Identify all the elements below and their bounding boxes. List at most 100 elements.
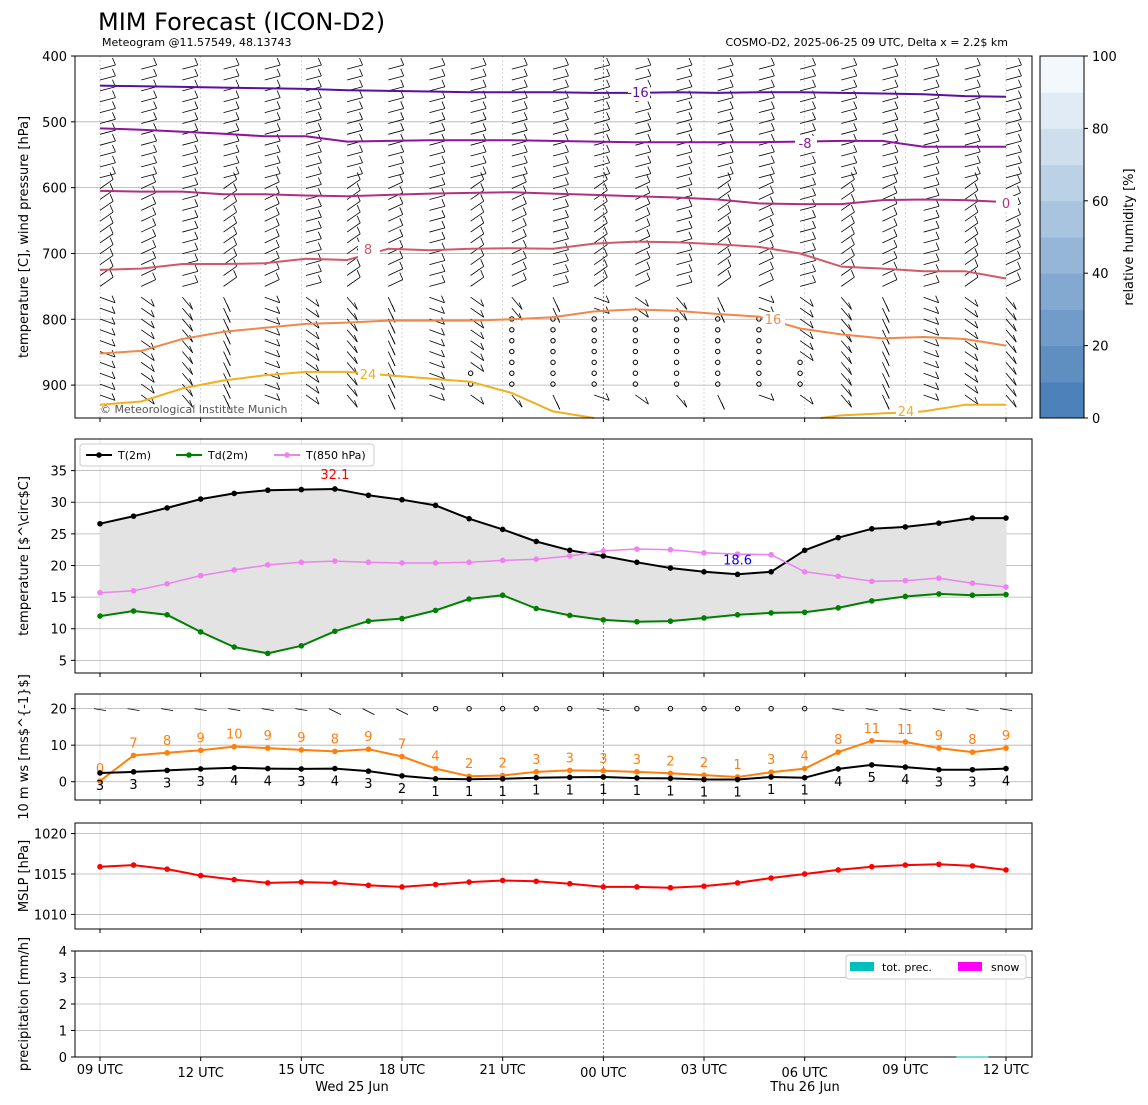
wind-barb-flag [894, 123, 899, 131]
wind-barb-flag [109, 194, 114, 202]
wind-barb-flag [315, 375, 320, 383]
wind-barb [388, 257, 403, 266]
wind-barb [429, 383, 445, 390]
wind-barb [758, 257, 774, 266]
wind-barb [141, 140, 157, 146]
copyright-note: © Meteorological Institute Munich [100, 403, 287, 416]
mean-wind-point [499, 776, 506, 782]
wind-barb-flag [275, 196, 280, 204]
wind-barb [923, 86, 940, 92]
wind-barb [964, 64, 981, 70]
series-point [399, 496, 405, 503]
wind-barb [182, 118, 198, 124]
wind-barb-flag [150, 342, 155, 350]
isotherm-line [99, 189, 1007, 206]
y-tick-label: 15 [50, 591, 67, 606]
wind-calm-marker [701, 705, 707, 712]
wind-barb-flag [441, 328, 445, 336]
series-point [466, 596, 472, 602]
wind-barb [964, 179, 979, 189]
wind-barb [264, 268, 280, 276]
mean-wind-label: 1 [666, 784, 674, 799]
wind-barb [470, 200, 484, 211]
wind-barb [635, 394, 649, 405]
gust-value-label: 10 [226, 728, 243, 743]
wind-barb-flag [482, 101, 487, 109]
time-axis: 09 UTC 12 UTC 15 UTC 18 UTC 21 UTC 00 UTC 03 U… [77, 1063, 1029, 1095]
wind-barb-flag [935, 338, 940, 347]
wind-barb [264, 129, 281, 135]
wind-barb-flag [976, 123, 981, 131]
wind-barb-flag [317, 166, 322, 174]
mslp-point [868, 863, 875, 870]
wind-barb-flag [688, 79, 693, 87]
wind-barb [99, 108, 116, 113]
wind-barb [264, 140, 281, 146]
panel-frame [74, 950, 1033, 1058]
wind-barb-flag [976, 57, 981, 66]
wind-barb [717, 173, 734, 179]
mslp-point [499, 877, 506, 884]
wind-barb [717, 108, 734, 113]
series-point [801, 569, 808, 575]
wind-barb-flag [1012, 389, 1017, 397]
wind-barb-flag [194, 199, 199, 207]
x-tick-label: 12 UTC [983, 1063, 1029, 1078]
series-point [801, 609, 808, 616]
wind-barb [923, 184, 940, 190]
wind-barb-flag [441, 371, 445, 379]
wind-barb-flag [606, 166, 611, 174]
wind-barb [1005, 173, 1022, 179]
mean-wind-point [969, 766, 976, 773]
wind-barb [305, 351, 320, 362]
x-tick-label: 18 UTC [379, 1063, 425, 1078]
wind-barb [964, 200, 979, 211]
wind-barb-flag [150, 364, 155, 372]
wind-barb-flag [851, 248, 855, 256]
wind-barb-flag [645, 310, 649, 318]
wind-barb [676, 173, 693, 179]
wind-barb-flag [556, 304, 561, 312]
wind-barb-flag [152, 229, 157, 237]
wind-calm-marker [591, 348, 597, 355]
wind-barb-flag [976, 79, 981, 87]
wind-barb-flag [894, 112, 899, 120]
mslp-point [332, 880, 338, 886]
wind-barb [964, 394, 979, 405]
wind-barb-flag [480, 342, 485, 350]
wind-barb [1005, 257, 1021, 266]
wind-barb-flag [356, 226, 361, 234]
wind-barb-flag [812, 68, 816, 77]
wind-barb [799, 129, 816, 135]
wind-calm-marker [768, 705, 774, 712]
wind-barb-flag [646, 261, 651, 269]
wind-barb [676, 270, 693, 276]
wind-barb-flag [770, 239, 774, 248]
wind-barb [923, 383, 939, 390]
colorbar-segment [1040, 237, 1084, 274]
wind-barb [1005, 108, 1022, 113]
wind-barb-flag [885, 380, 890, 388]
wind-barb [295, 708, 308, 712]
legend-marker [96, 452, 102, 458]
wind-barb-flag [565, 155, 569, 163]
wind-barb-flag [441, 360, 445, 369]
wind-barb [388, 162, 404, 168]
series-point [566, 553, 573, 559]
wind-barb-flag [400, 57, 405, 66]
mean-wind-point [936, 766, 942, 773]
series-point [264, 487, 271, 494]
wind-barb [395, 708, 409, 715]
wind-barb [799, 108, 816, 113]
wind-barb [1005, 318, 1017, 332]
wind-barb [99, 86, 116, 92]
wind-barb-flag [935, 393, 940, 401]
wind-barb [635, 296, 649, 307]
isotherm-label: -16 [627, 86, 648, 101]
wind-barb-flag [976, 68, 981, 77]
wind-barb-flag [606, 68, 611, 77]
wind-barb-flag [359, 144, 363, 153]
wind-barb [717, 211, 732, 222]
wind-barb-flag [359, 123, 363, 131]
wind-barb-flag [1017, 185, 1021, 193]
